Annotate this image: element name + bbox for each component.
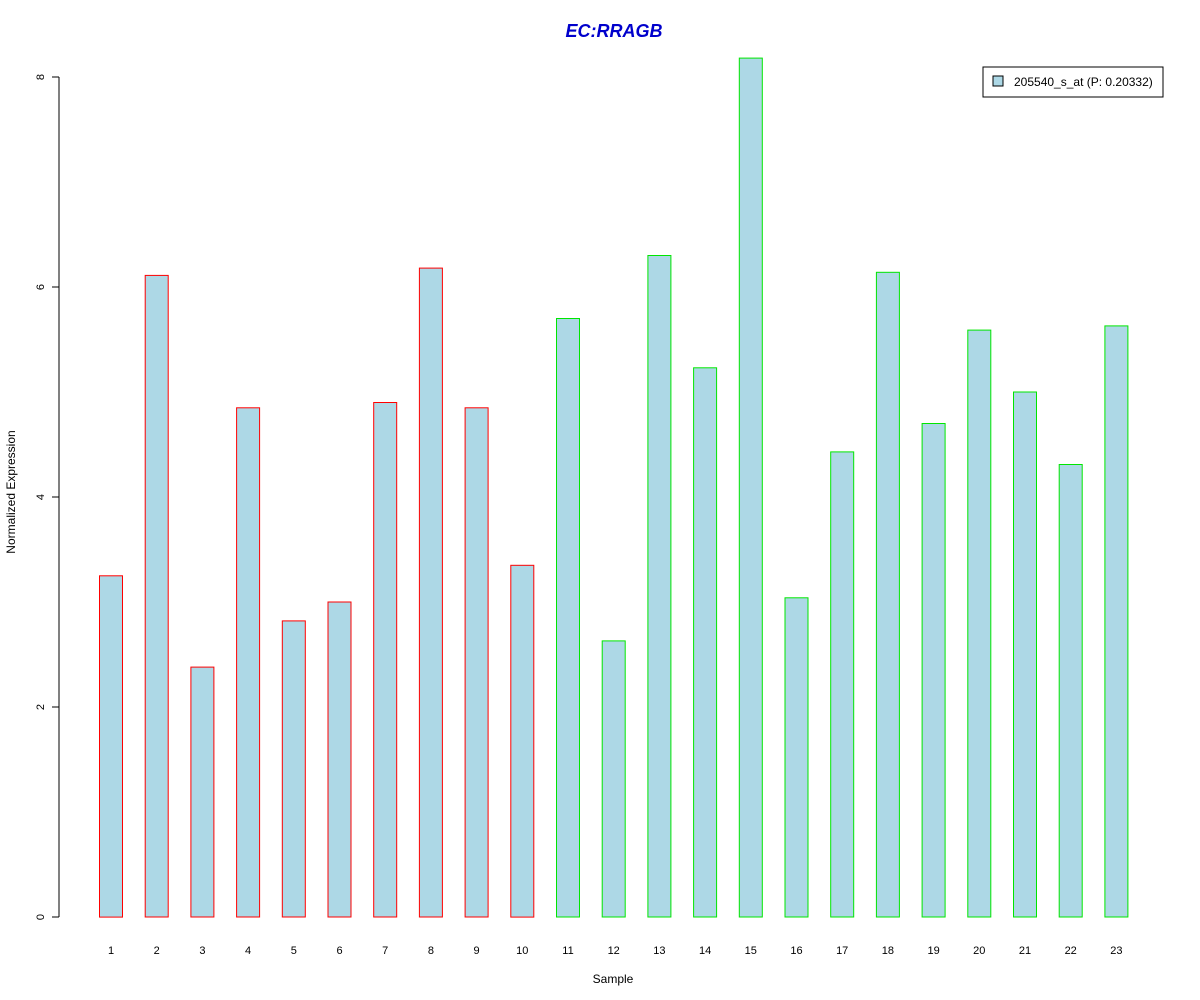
x-tick-label: 13: [653, 945, 665, 957]
x-tick-label: 2: [154, 945, 160, 957]
bar-sample-17: [830, 451, 855, 918]
x-tick-label: 9: [474, 945, 480, 957]
bar-sample-16: [784, 597, 809, 918]
x-tick-label: 12: [608, 945, 620, 957]
x-tick-label: 6: [336, 945, 342, 957]
bars-layer: [99, 57, 1129, 918]
x-tick-label: 16: [790, 945, 802, 957]
y-tick-labels: 0 2 4 6 8: [35, 74, 59, 920]
x-tick-label: 15: [745, 945, 757, 957]
bar-sample-7: [373, 402, 398, 918]
x-tick-label: 19: [927, 945, 939, 957]
bar-sample-11: [556, 318, 580, 918]
x-tick-label: 14: [699, 945, 711, 957]
y-tick-label: 0: [35, 914, 47, 920]
x-tick-label: 17: [836, 945, 848, 957]
y-tick-label: 6: [35, 284, 47, 290]
legend-entry: 205540_s_at (P: 0.20332): [1014, 75, 1153, 89]
y-tick-label: 4: [35, 494, 47, 500]
bar-sample-1: [99, 575, 123, 918]
x-axis-label: Sample: [593, 972, 634, 986]
bar-sample-12: [601, 640, 626, 918]
bar-sample-5: [281, 620, 306, 918]
bar-sample-19: [921, 423, 946, 918]
bar-sample-10: [510, 564, 535, 918]
bar-sample-21: [1013, 391, 1037, 918]
bar-sample-9: [464, 407, 489, 918]
bar-sample-14: [693, 367, 718, 918]
x-tick-label: 5: [291, 945, 297, 957]
x-tick-label: 11: [562, 945, 573, 957]
x-tick-label: 18: [882, 945, 894, 957]
x-tick-label: 1: [108, 945, 114, 957]
bar-sample-6: [327, 601, 352, 918]
legend: 205540_s_at (P: 0.20332): [982, 66, 1164, 98]
y-axis: 0 2 4 6 8: [35, 74, 60, 920]
legend-box: [982, 66, 1164, 98]
x-tick-label: 3: [199, 945, 205, 957]
x-tick-label: 8: [428, 945, 434, 957]
y-tick-label: 2: [35, 704, 47, 710]
x-tick-label: 7: [382, 945, 388, 957]
bar-sample-4: [236, 407, 261, 918]
bar-sample-3: [190, 666, 215, 918]
bar-sample-8: [418, 267, 443, 918]
y-tick-label: 8: [35, 74, 47, 80]
bar-sample-15: [738, 57, 763, 918]
bar-sample-20: [967, 329, 992, 918]
x-tick-label: 10: [516, 945, 528, 957]
bar-sample-2: [144, 274, 169, 918]
bar-sample-23: [1104, 325, 1129, 918]
legend-swatch: [992, 75, 1004, 87]
x-tick-labels: 1 2 3 4 5 6 7 8 9 10 11 12 13 14 15 16 17 18 19 20 21 22 23: [108, 945, 1123, 957]
x-tick-label: 21: [1019, 945, 1031, 957]
chart-title: EC:RRAGB: [566, 21, 663, 41]
bar-sample-22: [1058, 464, 1083, 918]
x-tick-label: 20: [973, 945, 985, 957]
x-tick-label: 22: [1065, 945, 1077, 957]
bar-sample-13: [647, 255, 672, 918]
bar-sample-18: [875, 271, 900, 918]
x-tick-label: 4: [245, 945, 251, 957]
y-axis-label: Normalized Expression: [4, 430, 18, 553]
x-tick-label: 23: [1110, 945, 1122, 957]
